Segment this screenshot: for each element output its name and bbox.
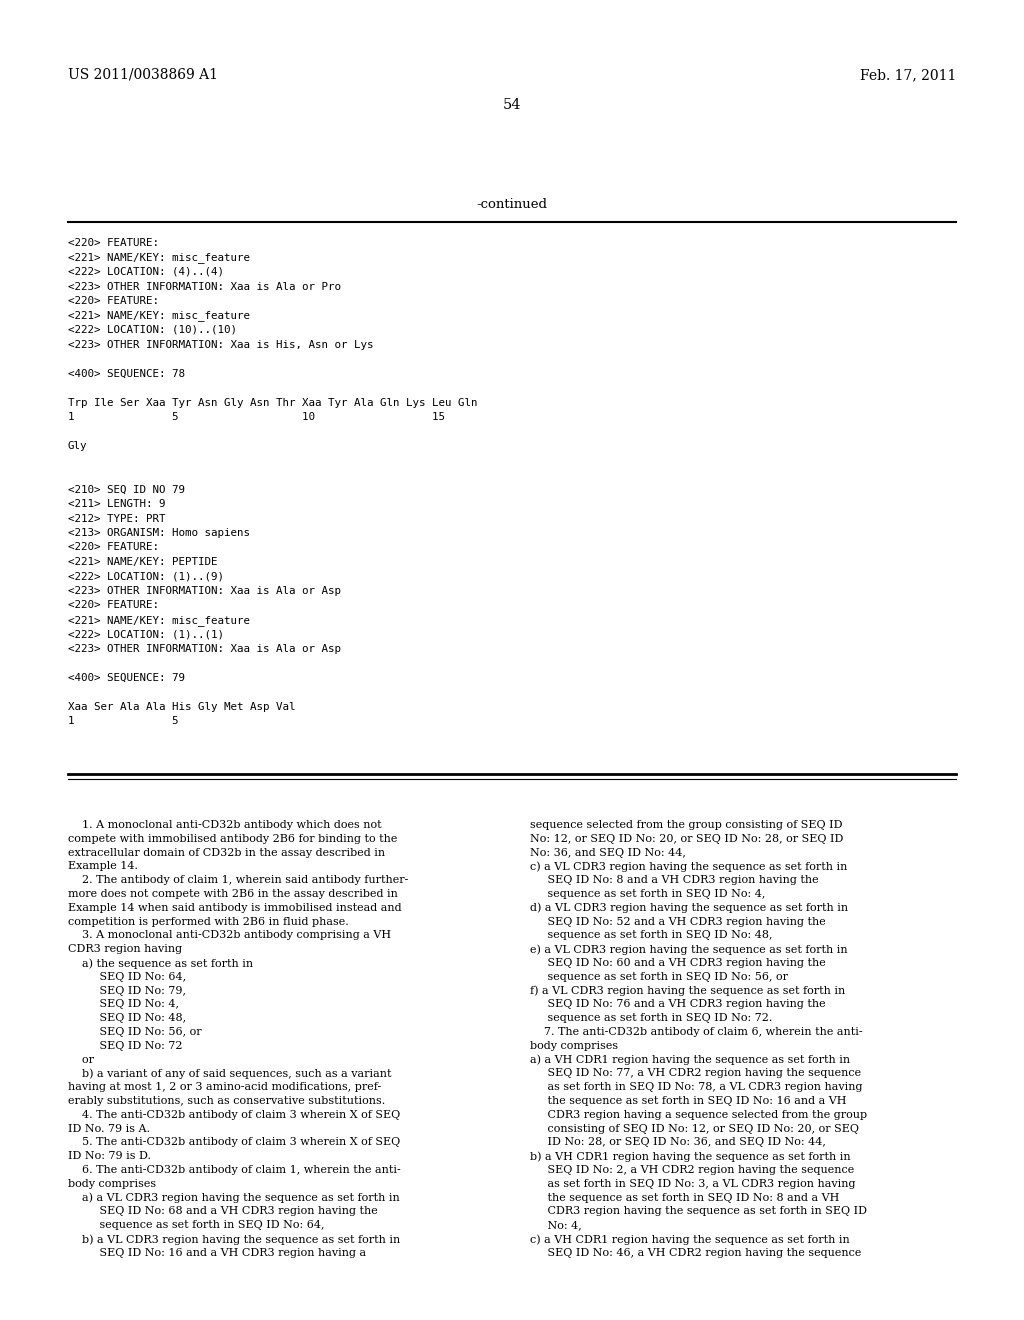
Text: SEQ ID No: 68 and a VH CDR3 region having the: SEQ ID No: 68 and a VH CDR3 region havin… (68, 1206, 378, 1217)
Text: 2. The antibody of claim 1, wherein said antibody further-: 2. The antibody of claim 1, wherein said… (68, 875, 409, 886)
Text: SEQ ID No: 8 and a VH CDR3 region having the: SEQ ID No: 8 and a VH CDR3 region having… (530, 875, 818, 886)
Text: <400> SEQUENCE: 78: <400> SEQUENCE: 78 (68, 368, 185, 379)
Text: SEQ ID No: 2, a VH CDR2 region having the sequence: SEQ ID No: 2, a VH CDR2 region having th… (530, 1166, 854, 1175)
Text: US 2011/0038869 A1: US 2011/0038869 A1 (68, 69, 218, 82)
Text: <220> FEATURE:: <220> FEATURE: (68, 601, 159, 610)
Text: SEQ ID No: 56, or: SEQ ID No: 56, or (68, 1027, 202, 1038)
Text: sequence selected from the group consisting of SEQ ID: sequence selected from the group consist… (530, 820, 843, 830)
Text: <222> LOCATION: (4)..(4): <222> LOCATION: (4)..(4) (68, 267, 224, 277)
Text: <222> LOCATION: (1)..(9): <222> LOCATION: (1)..(9) (68, 572, 224, 582)
Text: <221> NAME/KEY: misc_feature: <221> NAME/KEY: misc_feature (68, 615, 250, 626)
Text: Feb. 17, 2011: Feb. 17, 2011 (859, 69, 956, 82)
Text: body comprises: body comprises (68, 1179, 156, 1189)
Text: b) a variant of any of said sequences, such as a variant: b) a variant of any of said sequences, s… (68, 1068, 391, 1078)
Text: SEQ ID No: 60 and a VH CDR3 region having the: SEQ ID No: 60 and a VH CDR3 region havin… (530, 958, 825, 968)
Text: 4. The anti-CD32b antibody of claim 3 wherein X of SEQ: 4. The anti-CD32b antibody of claim 3 wh… (68, 1110, 400, 1119)
Text: compete with immobilised antibody 2B6 for binding to the: compete with immobilised antibody 2B6 fo… (68, 834, 397, 843)
Text: Gly: Gly (68, 441, 87, 451)
Text: e) a VL CDR3 region having the sequence as set forth in: e) a VL CDR3 region having the sequence … (530, 944, 848, 954)
Text: sequence as set forth in SEQ ID No: 56, or: sequence as set forth in SEQ ID No: 56, … (530, 972, 788, 982)
Text: a) a VH CDR1 region having the sequence as set forth in: a) a VH CDR1 region having the sequence … (530, 1055, 850, 1065)
Text: SEQ ID No: 16 and a VH CDR3 region having a: SEQ ID No: 16 and a VH CDR3 region havin… (68, 1247, 367, 1258)
Text: a) the sequence as set forth in: a) the sequence as set forth in (68, 958, 253, 969)
Text: as set forth in SEQ ID No: 3, a VL CDR3 region having: as set forth in SEQ ID No: 3, a VL CDR3 … (530, 1179, 855, 1189)
Text: SEQ ID No: 72: SEQ ID No: 72 (68, 1040, 182, 1051)
Text: Example 14.: Example 14. (68, 862, 138, 871)
Text: CDR3 region having: CDR3 region having (68, 944, 182, 954)
Text: Xaa Ser Ala Ala His Gly Met Asp Val: Xaa Ser Ala Ala His Gly Met Asp Val (68, 702, 296, 711)
Text: No: 36, and SEQ ID No: 44,: No: 36, and SEQ ID No: 44, (530, 847, 686, 858)
Text: b) a VH CDR1 region having the sequence as set forth in: b) a VH CDR1 region having the sequence … (530, 1151, 851, 1162)
Text: 7. The anti-CD32b antibody of claim 6, wherein the anti-: 7. The anti-CD32b antibody of claim 6, w… (530, 1027, 862, 1038)
Text: the sequence as set forth in SEQ ID No: 8 and a VH: the sequence as set forth in SEQ ID No: … (530, 1192, 840, 1203)
Text: <220> FEATURE:: <220> FEATURE: (68, 543, 159, 553)
Text: Trp Ile Ser Xaa Tyr Asn Gly Asn Thr Xaa Tyr Ala Gln Lys Leu Gln: Trp Ile Ser Xaa Tyr Asn Gly Asn Thr Xaa … (68, 397, 477, 408)
Text: sequence as set forth in SEQ ID No: 48,: sequence as set forth in SEQ ID No: 48, (530, 931, 772, 940)
Text: -continued: -continued (476, 198, 548, 211)
Text: sequence as set forth in SEQ ID No: 64,: sequence as set forth in SEQ ID No: 64, (68, 1220, 325, 1230)
Text: CDR3 region having the sequence as set forth in SEQ ID: CDR3 region having the sequence as set f… (530, 1206, 867, 1217)
Text: <223> OTHER INFORMATION: Xaa is His, Asn or Lys: <223> OTHER INFORMATION: Xaa is His, Asn… (68, 339, 374, 350)
Text: <221> NAME/KEY: misc_feature: <221> NAME/KEY: misc_feature (68, 310, 250, 321)
Text: SEQ ID No: 76 and a VH CDR3 region having the: SEQ ID No: 76 and a VH CDR3 region havin… (530, 999, 825, 1010)
Text: 1. A monoclonal anti-CD32b antibody which does not: 1. A monoclonal anti-CD32b antibody whic… (68, 820, 382, 830)
Text: SEQ ID No: 77, a VH CDR2 region having the sequence: SEQ ID No: 77, a VH CDR2 region having t… (530, 1068, 861, 1078)
Text: <213> ORGANISM: Homo sapiens: <213> ORGANISM: Homo sapiens (68, 528, 250, 539)
Text: <210> SEQ ID NO 79: <210> SEQ ID NO 79 (68, 484, 185, 495)
Text: <220> FEATURE:: <220> FEATURE: (68, 238, 159, 248)
Text: <221> NAME/KEY: misc_feature: <221> NAME/KEY: misc_feature (68, 252, 250, 264)
Text: extracellular domain of CD32b in the assay described in: extracellular domain of CD32b in the ass… (68, 847, 385, 858)
Text: SEQ ID No: 52 and a VH CDR3 region having the: SEQ ID No: 52 and a VH CDR3 region havin… (530, 916, 825, 927)
Text: SEQ ID No: 79,: SEQ ID No: 79, (68, 986, 186, 995)
Text: <222> LOCATION: (1)..(1): <222> LOCATION: (1)..(1) (68, 630, 224, 639)
Text: <222> LOCATION: (10)..(10): <222> LOCATION: (10)..(10) (68, 325, 237, 335)
Text: <400> SEQUENCE: 79: <400> SEQUENCE: 79 (68, 673, 185, 682)
Text: a) a VL CDR3 region having the sequence as set forth in: a) a VL CDR3 region having the sequence … (68, 1192, 399, 1203)
Text: 1               5                   10                  15: 1 5 10 15 (68, 412, 445, 422)
Text: having at most 1, 2 or 3 amino-acid modifications, pref-: having at most 1, 2 or 3 amino-acid modi… (68, 1082, 381, 1092)
Text: c) a VH CDR1 region having the sequence as set forth in: c) a VH CDR1 region having the sequence … (530, 1234, 850, 1245)
Text: Example 14 when said antibody is immobilised instead and: Example 14 when said antibody is immobil… (68, 903, 401, 913)
Text: as set forth in SEQ ID No: 78, a VL CDR3 region having: as set forth in SEQ ID No: 78, a VL CDR3… (530, 1082, 862, 1092)
Text: CDR3 region having a sequence selected from the group: CDR3 region having a sequence selected f… (530, 1110, 867, 1119)
Text: or: or (68, 1055, 94, 1065)
Text: f) a VL CDR3 region having the sequence as set forth in: f) a VL CDR3 region having the sequence … (530, 986, 845, 997)
Text: 1               5: 1 5 (68, 717, 178, 726)
Text: competition is performed with 2B6 in fluid phase.: competition is performed with 2B6 in flu… (68, 916, 349, 927)
Text: ID No. 79 is A.: ID No. 79 is A. (68, 1123, 150, 1134)
Text: body comprises: body comprises (530, 1040, 618, 1051)
Text: 54: 54 (503, 98, 521, 112)
Text: 5. The anti-CD32b antibody of claim 3 wherein X of SEQ: 5. The anti-CD32b antibody of claim 3 wh… (68, 1138, 400, 1147)
Text: <223> OTHER INFORMATION: Xaa is Ala or Pro: <223> OTHER INFORMATION: Xaa is Ala or P… (68, 281, 341, 292)
Text: d) a VL CDR3 region having the sequence as set forth in: d) a VL CDR3 region having the sequence … (530, 903, 848, 913)
Text: consisting of SEQ ID No: 12, or SEQ ID No: 20, or SEQ: consisting of SEQ ID No: 12, or SEQ ID N… (530, 1123, 859, 1134)
Text: sequence as set forth in SEQ ID No: 4,: sequence as set forth in SEQ ID No: 4, (530, 888, 765, 899)
Text: <223> OTHER INFORMATION: Xaa is Ala or Asp: <223> OTHER INFORMATION: Xaa is Ala or A… (68, 586, 341, 597)
Text: SEQ ID No: 46, a VH CDR2 region having the sequence: SEQ ID No: 46, a VH CDR2 region having t… (530, 1247, 861, 1258)
Text: 3. A monoclonal anti-CD32b antibody comprising a VH: 3. A monoclonal anti-CD32b antibody comp… (68, 931, 391, 940)
Text: <212> TYPE: PRT: <212> TYPE: PRT (68, 513, 166, 524)
Text: ID No: 28, or SEQ ID No: 36, and SEQ ID No: 44,: ID No: 28, or SEQ ID No: 36, and SEQ ID … (530, 1138, 826, 1147)
Text: c) a VL CDR3 region having the sequence as set forth in: c) a VL CDR3 region having the sequence … (530, 862, 848, 873)
Text: the sequence as set forth in SEQ ID No: 16 and a VH: the sequence as set forth in SEQ ID No: … (530, 1096, 847, 1106)
Text: SEQ ID No: 4,: SEQ ID No: 4, (68, 999, 179, 1010)
Text: <220> FEATURE:: <220> FEATURE: (68, 296, 159, 306)
Text: sequence as set forth in SEQ ID No: 72.: sequence as set forth in SEQ ID No: 72. (530, 1014, 772, 1023)
Text: No: 12, or SEQ ID No: 20, or SEQ ID No: 28, or SEQ ID: No: 12, or SEQ ID No: 20, or SEQ ID No: … (530, 834, 844, 843)
Text: <221> NAME/KEY: PEPTIDE: <221> NAME/KEY: PEPTIDE (68, 557, 217, 568)
Text: <211> LENGTH: 9: <211> LENGTH: 9 (68, 499, 166, 510)
Text: No: 4,: No: 4, (530, 1220, 582, 1230)
Text: SEQ ID No: 48,: SEQ ID No: 48, (68, 1014, 186, 1023)
Text: more does not compete with 2B6 in the assay described in: more does not compete with 2B6 in the as… (68, 888, 398, 899)
Text: SEQ ID No: 64,: SEQ ID No: 64, (68, 972, 186, 982)
Text: b) a VL CDR3 region having the sequence as set forth in: b) a VL CDR3 region having the sequence … (68, 1234, 400, 1245)
Text: 6. The anti-CD32b antibody of claim 1, wherein the anti-: 6. The anti-CD32b antibody of claim 1, w… (68, 1166, 400, 1175)
Text: ID No: 79 is D.: ID No: 79 is D. (68, 1151, 151, 1162)
Text: erably substitutions, such as conservative substitutions.: erably substitutions, such as conservati… (68, 1096, 385, 1106)
Text: <223> OTHER INFORMATION: Xaa is Ala or Asp: <223> OTHER INFORMATION: Xaa is Ala or A… (68, 644, 341, 653)
